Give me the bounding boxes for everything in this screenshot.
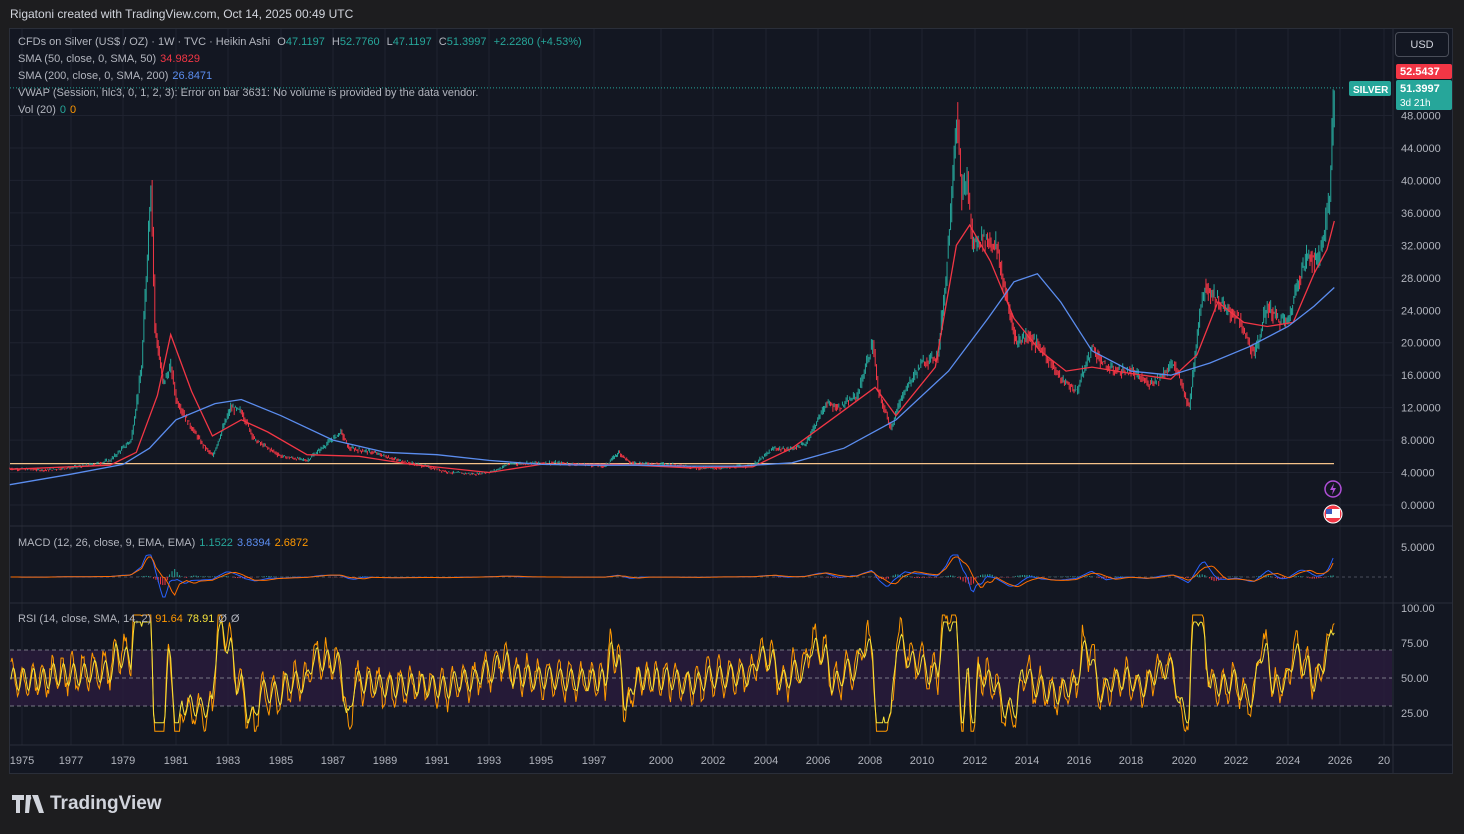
legend-sma200[interactable]: SMA (200, close, 0, SMA, 200) 26.8471 <box>18 70 213 82</box>
x-tick-label: 2012 <box>963 755 987 767</box>
x-tick-label: 2024 <box>1276 755 1300 767</box>
x-tick-label: 2002 <box>701 755 725 767</box>
x-tick-label: 1977 <box>59 755 83 767</box>
macd-line <box>10 554 1334 598</box>
x-tick-label: 2018 <box>1119 755 1143 767</box>
y-tick-label: 32.0000 <box>1401 240 1441 252</box>
macd-signal-line <box>10 556 1334 596</box>
x-tick-label: 2026 <box>1328 755 1352 767</box>
y-tick-label: 20.0000 <box>1401 338 1441 350</box>
rsi-ma-line <box>10 621 1335 724</box>
x-tick-label: 1983 <box>216 755 240 767</box>
rsi-y-tick: 50.00 <box>1401 673 1429 685</box>
rsi-line <box>10 614 1335 733</box>
legend-main: CFDs on Silver (US$ / OZ) · 1W · TVC · H… <box>18 36 586 48</box>
legend-rsi[interactable]: RSI (14, close, SMA, 14, 2) 91.64 78.91 Ø Ø <box>18 613 240 625</box>
legend-symbol[interactable]: CFDs on Silver (US$ / OZ) · 1W · TVC · H… <box>18 36 271 48</box>
x-tick-label: 1981 <box>164 755 188 767</box>
countdown-tag: 3d 21h <box>1400 98 1431 109</box>
x-tick-label: 2014 <box>1015 755 1039 767</box>
last-price-tag-bg <box>1396 80 1452 110</box>
tradingview-brand: TradingView <box>50 793 162 814</box>
high-price-tag-bg <box>1396 64 1452 79</box>
lightning-event-icon <box>1324 480 1342 498</box>
rsi-y-tick: 75.00 <box>1401 638 1429 650</box>
legend-high: H52.7760 <box>331 36 380 48</box>
legend-macd[interactable]: MACD (12, 26, close, 9, EMA, EMA) 1.1522 3… <box>18 537 309 549</box>
tradingview-logo[interactable]: TradingView <box>12 793 162 815</box>
x-tick-label: 1997 <box>582 755 606 767</box>
y-tick-label: 28.0000 <box>1401 273 1441 285</box>
symbol-tag: SILVER <box>1353 85 1389 96</box>
y-tick-label: 8.0000 <box>1401 435 1435 447</box>
currency-button[interactable]: USD <box>1395 32 1449 57</box>
x-tick-label: 1975 <box>10 755 34 767</box>
rsi-y-tick: 100.00 <box>1401 603 1435 615</box>
y-tick-label: 16.0000 <box>1401 370 1441 382</box>
y-tick-label: 48.0000 <box>1401 111 1441 123</box>
legend-vwap[interactable]: VWAP (Session, hlc3, 0, 1, 2, 3): Error … <box>18 87 479 99</box>
legend-open: O47.1197 <box>277 36 325 48</box>
y-tick-label: 24.0000 <box>1401 305 1441 317</box>
y-tick-label: 36.0000 <box>1401 208 1441 220</box>
y-tick-label: 44.0000 <box>1401 143 1441 155</box>
x-tick-label: 1991 <box>425 755 449 767</box>
y-tick-label: 0.0000 <box>1401 500 1435 512</box>
y-tick-label: 12.0000 <box>1401 403 1441 415</box>
x-tick-label: 2006 <box>806 755 830 767</box>
sma50-line <box>9 220 1335 474</box>
x-tick-label: 1979 <box>111 755 135 767</box>
legend-low: L47.1197 <box>386 36 432 48</box>
x-tick-label: 2008 <box>858 755 882 767</box>
x-tick-label: 2016 <box>1067 755 1091 767</box>
y-tick-label: 40.0000 <box>1401 175 1441 187</box>
attribution-text: Rigatoni created with TradingView.com, O… <box>10 7 354 21</box>
symbol-tag-bg <box>1349 81 1391 96</box>
x-tick-label: 2010 <box>910 755 934 767</box>
x-tick-label: 1989 <box>373 755 397 767</box>
lightning-bolt-icon <box>1330 483 1336 495</box>
legend-volume[interactable]: Vol (20) 0 0 <box>18 104 77 116</box>
y-tick-label: 4.0000 <box>1401 468 1435 480</box>
x-tick-label: 1993 <box>477 755 501 767</box>
x-tick-label: 2000 <box>649 755 673 767</box>
x-tick-label: 1987 <box>321 755 345 767</box>
tradingview-logo-icon <box>12 795 44 813</box>
us-flag-canton <box>1326 509 1332 514</box>
legend-sma50[interactable]: SMA (50, close, 0, SMA, 50) 34.9829 <box>18 53 200 65</box>
x-tick-label: 20 <box>1378 755 1390 767</box>
x-tick-label: 2020 <box>1172 755 1196 767</box>
last-price-tag: 51.3997 <box>1400 83 1440 95</box>
us-flag-stripes <box>1326 509 1340 518</box>
x-tick-label: 1985 <box>269 755 293 767</box>
x-tick-label: 1995 <box>529 755 553 767</box>
sma200-line <box>9 272 1335 486</box>
rsi-y-tick: 25.00 <box>1401 708 1429 720</box>
legend-change: +2.2280 (+4.53%) <box>493 36 582 48</box>
legend-close: C51.3997 <box>438 36 487 48</box>
x-tick-label: 2022 <box>1224 755 1248 767</box>
x-tick-label: 2004 <box>754 755 778 767</box>
high-price-tag: 52.5437 <box>1400 66 1440 78</box>
macd-y-tick: 5.0000 <box>1401 542 1435 554</box>
